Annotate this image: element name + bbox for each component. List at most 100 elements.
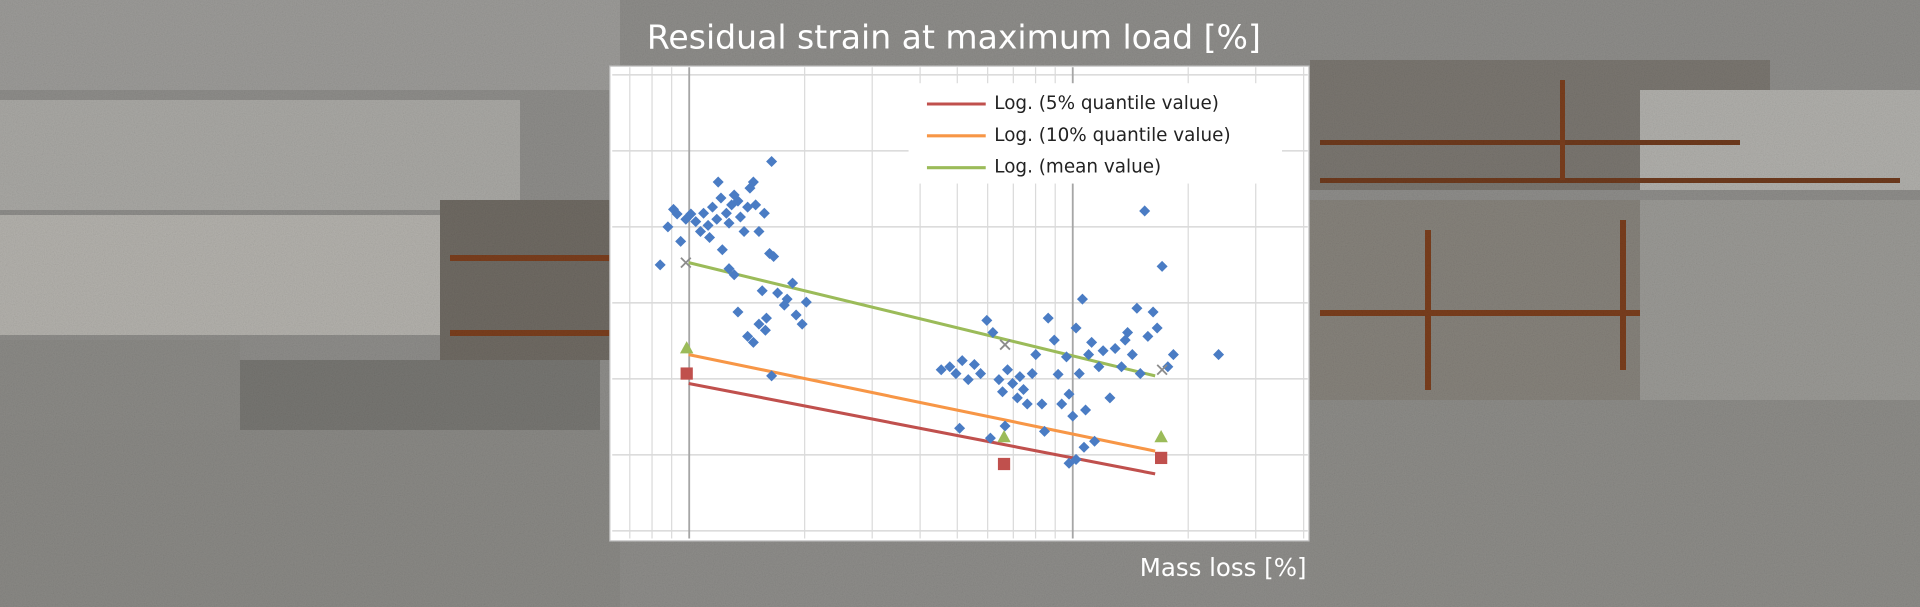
chart: Residual strain at maximum load [%] Mass…: [609, 18, 1310, 582]
scatter-point: [1097, 345, 1109, 357]
scatter-point: [999, 420, 1011, 432]
scatter-point: [1056, 398, 1068, 410]
scatter-point: [984, 432, 996, 444]
scatter-point: [747, 176, 759, 188]
scatter-point: [1007, 377, 1019, 389]
scatter-point: [1060, 351, 1072, 363]
scatter-point: [1030, 349, 1042, 361]
scatter-point: [704, 232, 716, 244]
scatter-point: [758, 207, 770, 219]
scatter-point: [1213, 349, 1225, 361]
chart-title: Residual strain at maximum load [%]: [647, 18, 1261, 57]
legend-label: Log. (5% quantile value): [994, 93, 1219, 114]
scatter-point: [768, 251, 780, 263]
scatter-point: [712, 176, 724, 188]
scatter-point: [1070, 322, 1082, 334]
scatter-point: [1052, 368, 1064, 380]
scatter-point: [1026, 368, 1038, 380]
scatter-point: [742, 201, 754, 213]
marker: [680, 257, 692, 269]
scatter-point: [1073, 368, 1085, 380]
scatter-point: [1014, 371, 1026, 383]
scatter-point: [1151, 322, 1163, 334]
scatter-point: [1126, 349, 1138, 361]
trendline: [688, 261, 1156, 378]
scatter-point: [690, 216, 702, 228]
scatter-point: [747, 336, 759, 348]
trendline: [688, 353, 1156, 453]
scatter-point: [1134, 368, 1146, 380]
scatter-point: [1080, 404, 1092, 416]
marker: [679, 341, 694, 354]
scatter-point: [997, 386, 1009, 398]
scatter-point: [1167, 349, 1179, 361]
scatter-point: [766, 370, 778, 382]
scatter-point: [954, 422, 966, 434]
scatter-point: [1122, 327, 1134, 339]
scatter-point: [1156, 260, 1168, 272]
scatter-point: [1086, 336, 1098, 348]
scatter-point: [732, 306, 744, 318]
scatter-point: [662, 221, 674, 233]
marker: [997, 430, 1011, 443]
scatter-point: [675, 235, 687, 247]
scatter-point: [723, 263, 735, 275]
scatter-point: [760, 312, 772, 324]
marker: [997, 457, 1011, 471]
scatter-point: [1083, 349, 1095, 361]
scatter-point: [1067, 410, 1079, 422]
scatter-point: [956, 355, 968, 367]
scatter-point: [1036, 398, 1048, 410]
scatter-point: [950, 368, 962, 380]
scatter-point: [1093, 361, 1105, 373]
scatter-point: [800, 296, 812, 308]
scatter-point: [753, 225, 765, 237]
legend-label: Log. (10% quantile value): [994, 125, 1230, 146]
scatter-point: [716, 244, 728, 256]
scatter-point: [1063, 457, 1075, 469]
scatter-point: [706, 201, 718, 213]
scatter-point: [935, 364, 947, 376]
scatter-point: [766, 156, 778, 168]
scatter-point: [975, 368, 987, 380]
scatter-point: [1162, 361, 1174, 373]
scatter-point: [1115, 361, 1128, 373]
scatter-point: [987, 327, 999, 339]
scatter-point: [711, 213, 723, 225]
scatter-point: [728, 269, 740, 281]
scatter-point: [1017, 384, 1029, 396]
scatter-point: [671, 208, 683, 220]
scatter-point: [1063, 388, 1075, 400]
marker: [680, 367, 693, 380]
scatter-point: [702, 219, 714, 231]
scatter-point: [1109, 342, 1121, 354]
scatter-point: [694, 225, 706, 237]
scatter-point: [1048, 334, 1060, 346]
scatter-point: [1021, 398, 1033, 410]
scatter-point: [685, 208, 697, 220]
scatter-point: [1002, 364, 1014, 376]
scatter-point: [1076, 293, 1088, 305]
scatter-point: [732, 195, 744, 207]
scatter-point: [720, 207, 732, 219]
scatter-point: [753, 318, 765, 330]
scatter-point: [993, 374, 1005, 386]
scatter-point: [734, 211, 746, 223]
x-axis-label: Mass loss [%]: [1140, 553, 1307, 582]
scatter-point: [723, 217, 735, 229]
marker: [999, 339, 1011, 351]
scatter-point: [796, 318, 808, 330]
scatter-point: [1089, 435, 1101, 447]
scatter-point: [1131, 302, 1143, 314]
scatter-point: [715, 192, 727, 204]
legend-label: Log. (mean value): [994, 157, 1161, 178]
scatter-point: [750, 199, 762, 211]
marker: [1156, 364, 1168, 376]
scatter-point: [968, 358, 980, 370]
marker: [1155, 451, 1168, 465]
scatter-point: [1042, 312, 1054, 324]
scatter-point: [944, 361, 956, 373]
scatter-point: [1078, 441, 1090, 453]
scatter-point: [1147, 306, 1159, 318]
